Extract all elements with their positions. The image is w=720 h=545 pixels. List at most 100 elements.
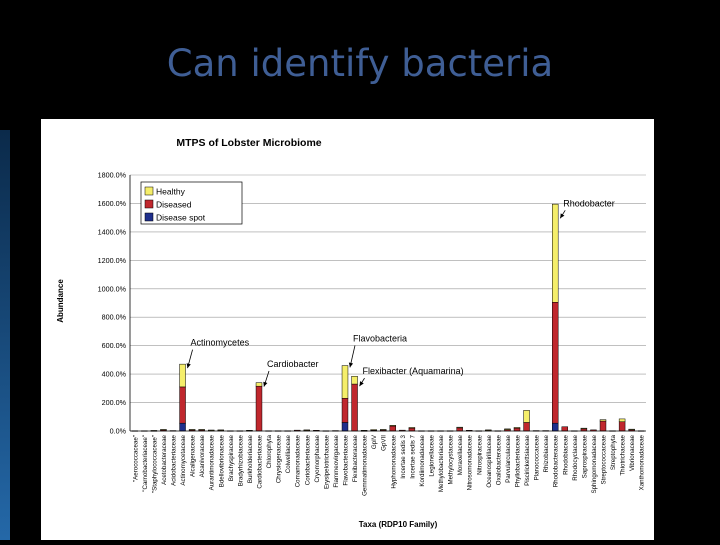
bar-segment-healthy [188, 429, 196, 431]
x-tick-label: Methylobacteriaceae [438, 434, 445, 492]
chart-frame: MTPS of Lobster Microbiome Abundance Tax… [41, 119, 654, 540]
bar-segment-diseased [456, 427, 463, 432]
x-tick-label: Incertae sedis 3 [400, 434, 407, 478]
bar-segment-healthy [513, 427, 521, 429]
x-tick-label: Chlorophyta [266, 434, 273, 468]
x-tick-label: Incertae sedis 7 [409, 434, 416, 478]
y-tick-label: 1600.0% [98, 199, 127, 208]
x-tick-label: "Carnobacteriaceae" [142, 435, 149, 492]
x-tick-label: Cardiobacteriaceae [257, 434, 264, 488]
annotation-label: Flavobacteria [353, 333, 407, 343]
x-tick-label: Nitrosomonadaceae [467, 434, 474, 490]
bar-segment-healthy [179, 363, 186, 388]
bar-segment-healthy [208, 429, 215, 431]
annotation-label: Flexibacter (Aquamarina) [363, 366, 464, 376]
axes [129, 175, 646, 432]
y-tick-labels: 0.0% 200.0% 400.0% 600.0% 800.0% 1000.0% 1200.… [98, 171, 127, 436]
bar-segment-healthy [628, 428, 635, 431]
x-tick-label: Kordiimonadaceae [419, 434, 426, 486]
bar-segment-diseased [179, 386, 186, 424]
bar-segment-diseased [618, 421, 626, 432]
x-tick-label: Colwelliaceae [285, 434, 292, 473]
x-tick-label: Legionellaceae [429, 434, 436, 476]
bar-segment-diseased [561, 426, 568, 432]
y-axis-label: Abundance [56, 279, 65, 323]
x-tick-label: Actinomycetaceae [180, 434, 187, 485]
x-tick-label: Rhodobiaceae [562, 434, 569, 474]
legend-swatch [144, 186, 154, 196]
x-tick-label: Rhodocyclaceae [572, 434, 579, 480]
x-tick-label: Flexibacteraceae [352, 434, 359, 482]
y-tick-label: 600.0% [102, 341, 127, 350]
x-tick-label: Coriobacteriaceae [304, 434, 311, 485]
slide-title: Can identify bacteria [166, 42, 554, 85]
x-tick-label: Flammeovirgaceae [333, 434, 340, 487]
bars-group [131, 203, 645, 432]
bar-segment-healthy [485, 429, 492, 431]
x-tick-label: Rhizobiaceae [543, 434, 550, 472]
bar-segment-diseased [255, 385, 263, 432]
bar-segment-disease-spot [179, 422, 186, 432]
x-tick-label: Moraxellaceae [457, 434, 464, 475]
left-accent-bar [0, 130, 10, 540]
x-tick-label: Burkholderiaceae [247, 434, 254, 483]
y-tick-label: 1200.0% [98, 256, 127, 265]
x-tick-label: "Aerococcaceae" [132, 435, 139, 482]
bar-segment-healthy [341, 365, 349, 399]
y-tick-label: 0.0% [110, 427, 127, 436]
bar-segment-diseased [513, 427, 521, 432]
legend-swatch [144, 212, 154, 222]
bar-segment-healthy [160, 429, 167, 431]
x-tick-label: Bdellovibrionaceae [218, 434, 225, 487]
x-axis-label: Taxa (RDP10 Family) [359, 520, 438, 529]
y-tick-label: 200.0% [102, 398, 127, 407]
bar-segment-diseased [341, 398, 349, 423]
legend-label: Healthy [156, 187, 186, 197]
x-tick-label: Erysipelotrichaceae [323, 434, 330, 489]
x-tick-label: Vibrionaceae [629, 434, 636, 471]
x-tick-label: Xanthomonadaceae [639, 434, 646, 490]
y-tick-label: 1000.0% [98, 284, 127, 293]
x-tick-label: Cryomorphaceae [314, 434, 321, 482]
legend-box [140, 181, 243, 225]
annotation-label: Rhodobacter [563, 198, 615, 208]
x-tick-label: Nitrospiraceae [476, 434, 483, 474]
bar-segment-disease-spot [341, 422, 349, 432]
x-tick-label: Methylocystaceae [448, 434, 455, 484]
annotation-arrowhead [560, 213, 565, 219]
x-tick-label: Planococcaceae [534, 434, 541, 480]
x-tick-label: Phyllobacteriaceae [515, 434, 522, 487]
annotation-label: Actinomycetes [191, 338, 250, 348]
bar-segment-diseased [408, 427, 416, 432]
x-tick-label: "Staphylococcaceae" [151, 435, 158, 493]
annotation-arrowhead [348, 362, 354, 368]
legend: Healthy Diseased Disease spot [140, 181, 243, 225]
bar-segment-diseased [523, 422, 530, 432]
x-tick-label: Acidobacteriaceae [171, 434, 178, 485]
x-tick-label: Oxalobacteraceae [495, 434, 502, 485]
x-tick-label: Flavobacteriaceae [343, 434, 350, 485]
x-tick-label: Rhodobacteraceae [553, 434, 560, 487]
annotation-arrowhead [186, 363, 191, 369]
bar-segment-disease-spot [552, 422, 559, 432]
x-tick-label: Aurantimonadaceae [209, 434, 216, 490]
x-tick-label: Alcaligenaceae [190, 434, 197, 477]
bar-segment-healthy [599, 419, 607, 422]
x-tick-label: Saprospiraceae [581, 434, 588, 478]
legend-label: Diseased [156, 200, 192, 210]
y-tick-label: 400.0% [102, 370, 127, 379]
chart-title: MTPS of Lobster Microbiome [176, 137, 321, 149]
bar-segment-diseased [389, 425, 396, 432]
bar-segment-diseased [351, 383, 358, 432]
x-tick-label: Acetobacteraceae [161, 434, 168, 484]
bar-segment-healthy [255, 382, 263, 387]
y-tick-label: 800.0% [102, 313, 127, 322]
bar-segment-healthy [580, 427, 588, 430]
annotation-arrowhead [263, 381, 268, 387]
bar-segment-healthy [303, 429, 310, 431]
x-tick-label: Piscirickettsiaceae [524, 434, 531, 485]
x-tick-label: Oceanospirillaceae [486, 434, 493, 487]
y-tick-label: 1800.0% [98, 171, 127, 180]
x-tick-label: GpIV [371, 434, 378, 449]
x-tick-labels: "Aerococcaceae" "Carnobacteriaceae" "Staph… [132, 434, 645, 496]
